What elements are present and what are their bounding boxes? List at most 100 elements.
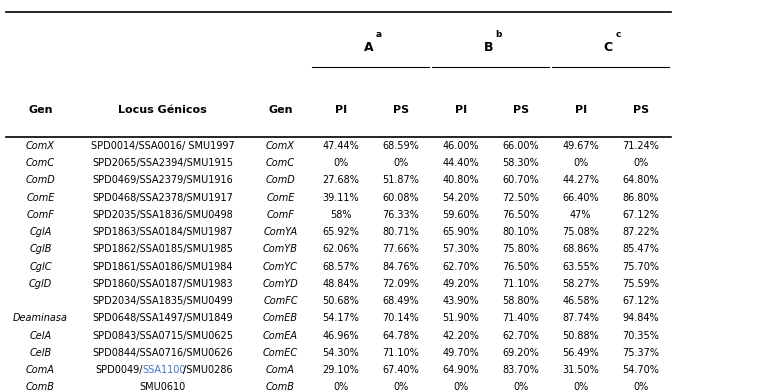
Text: 0%: 0% — [513, 382, 528, 392]
Text: 43.90%: 43.90% — [442, 296, 479, 306]
Text: ComYC: ComYC — [263, 261, 298, 272]
Text: CglD: CglD — [29, 279, 52, 289]
Text: 70.35%: 70.35% — [622, 330, 659, 341]
Text: ComA: ComA — [266, 365, 295, 375]
Text: 54.70%: 54.70% — [622, 365, 659, 375]
Text: 71.40%: 71.40% — [502, 313, 539, 323]
Text: PI: PI — [575, 105, 587, 115]
Text: SPD2035/SSA1836/SMU0498: SPD2035/SSA1836/SMU0498 — [92, 210, 233, 220]
Text: SPD1861/SSA0186/SMU1984: SPD1861/SSA0186/SMU1984 — [92, 261, 233, 272]
Text: CelA: CelA — [30, 330, 51, 341]
Text: PS: PS — [513, 105, 529, 115]
Text: 67.12%: 67.12% — [622, 296, 659, 306]
Text: 68.59%: 68.59% — [382, 141, 419, 151]
Text: 71.10%: 71.10% — [502, 279, 539, 289]
Text: 80.10%: 80.10% — [502, 227, 539, 237]
Text: 0%: 0% — [333, 158, 348, 168]
Text: 76.50%: 76.50% — [502, 261, 539, 272]
Text: 85.47%: 85.47% — [622, 244, 659, 254]
Text: 0%: 0% — [573, 382, 588, 392]
Text: 68.49%: 68.49% — [382, 296, 419, 306]
Text: 46.96%: 46.96% — [323, 330, 359, 341]
Text: Gen: Gen — [28, 105, 53, 115]
Text: 65.90%: 65.90% — [442, 227, 479, 237]
Text: ComD: ComD — [26, 175, 55, 185]
Text: 0%: 0% — [573, 158, 588, 168]
Text: 64.90%: 64.90% — [442, 365, 479, 375]
Text: 80.71%: 80.71% — [382, 227, 419, 237]
Text: 58.80%: 58.80% — [502, 296, 539, 306]
Text: b: b — [495, 30, 502, 39]
Text: 40.80%: 40.80% — [442, 175, 479, 185]
Text: ComC: ComC — [266, 158, 295, 168]
Text: 58.30%: 58.30% — [502, 158, 539, 168]
Text: SPD0648/SSA1497/SMU1849: SPD0648/SSA1497/SMU1849 — [92, 313, 233, 323]
Text: 75.70%: 75.70% — [622, 261, 659, 272]
Text: SPD0469/SSA2379/SMU1916: SPD0469/SSA2379/SMU1916 — [92, 175, 233, 185]
Text: 76.50%: 76.50% — [502, 210, 539, 220]
Text: ComD: ComD — [266, 175, 295, 185]
Text: c: c — [616, 30, 621, 39]
Text: SPD2034/SSA1835/SMU0499: SPD2034/SSA1835/SMU0499 — [92, 296, 233, 306]
Text: Locus Génicos: Locus Génicos — [118, 105, 206, 115]
Text: 0%: 0% — [333, 382, 348, 392]
Text: 86.80%: 86.80% — [622, 192, 659, 203]
Text: 60.70%: 60.70% — [502, 175, 539, 185]
Text: ComA: ComA — [26, 365, 55, 375]
Text: 44.27%: 44.27% — [562, 175, 599, 185]
Text: 63.55%: 63.55% — [562, 261, 599, 272]
Text: ComB: ComB — [266, 382, 295, 392]
Text: 47%: 47% — [570, 210, 591, 220]
Text: 62.06%: 62.06% — [323, 244, 359, 254]
Text: ComEC: ComEC — [263, 348, 298, 358]
Text: SPD2065/SSA2394/SMU1915: SPD2065/SSA2394/SMU1915 — [92, 158, 233, 168]
Text: 68.57%: 68.57% — [323, 261, 359, 272]
Text: 87.74%: 87.74% — [562, 313, 599, 323]
Text: 56.49%: 56.49% — [562, 348, 599, 358]
Text: 48.84%: 48.84% — [323, 279, 359, 289]
Text: 27.68%: 27.68% — [323, 175, 359, 185]
Text: 44.40%: 44.40% — [442, 158, 479, 168]
Text: 62.70%: 62.70% — [442, 261, 479, 272]
Text: CglB: CglB — [30, 244, 51, 254]
Text: 71.10%: 71.10% — [382, 348, 419, 358]
Text: ComC: ComC — [26, 158, 55, 168]
Text: 66.00%: 66.00% — [502, 141, 539, 151]
Text: ComB: ComB — [26, 382, 55, 392]
Text: /SMU0286: /SMU0286 — [183, 365, 232, 375]
Text: PS: PS — [633, 105, 649, 115]
Text: 50.88%: 50.88% — [562, 330, 599, 341]
Text: 83.70%: 83.70% — [502, 365, 539, 375]
Text: 42.20%: 42.20% — [442, 330, 479, 341]
Text: ComX: ComX — [266, 141, 295, 151]
Text: 62.70%: 62.70% — [502, 330, 539, 341]
Text: 68.86%: 68.86% — [562, 244, 599, 254]
Text: ComYA: ComYA — [263, 227, 298, 237]
Text: SPD0468/SSA2378/SMU1917: SPD0468/SSA2378/SMU1917 — [92, 192, 233, 203]
Text: ComEB: ComEB — [263, 313, 298, 323]
Text: PI: PI — [335, 105, 347, 115]
Text: CglC: CglC — [30, 261, 51, 272]
Text: 49.67%: 49.67% — [562, 141, 599, 151]
Text: ComYD: ComYD — [263, 279, 298, 289]
Text: 76.33%: 76.33% — [382, 210, 419, 220]
Text: 60.08%: 60.08% — [382, 192, 419, 203]
Text: 49.70%: 49.70% — [442, 348, 479, 358]
Text: 67.12%: 67.12% — [622, 210, 659, 220]
Text: ComX: ComX — [26, 141, 55, 151]
Text: ComEA: ComEA — [263, 330, 298, 341]
Text: 51.87%: 51.87% — [382, 175, 419, 185]
Text: 69.20%: 69.20% — [502, 348, 539, 358]
Text: C: C — [604, 40, 613, 54]
Text: 70.14%: 70.14% — [382, 313, 419, 323]
Text: 75.08%: 75.08% — [562, 227, 599, 237]
Text: SPD0843/SSA0715/SMU0625: SPD0843/SSA0715/SMU0625 — [92, 330, 233, 341]
Text: Deaminasa: Deaminasa — [13, 313, 68, 323]
Text: 57.30%: 57.30% — [442, 244, 479, 254]
Text: ComFC: ComFC — [263, 296, 298, 306]
Text: SSA1100: SSA1100 — [142, 365, 185, 375]
Text: 66.40%: 66.40% — [562, 192, 599, 203]
Text: SPD0844/SSA0716/SMU0626: SPD0844/SSA0716/SMU0626 — [92, 348, 233, 358]
Text: 50.68%: 50.68% — [323, 296, 359, 306]
Text: SPD1863/SSA0184/SMU1987: SPD1863/SSA0184/SMU1987 — [92, 227, 233, 237]
